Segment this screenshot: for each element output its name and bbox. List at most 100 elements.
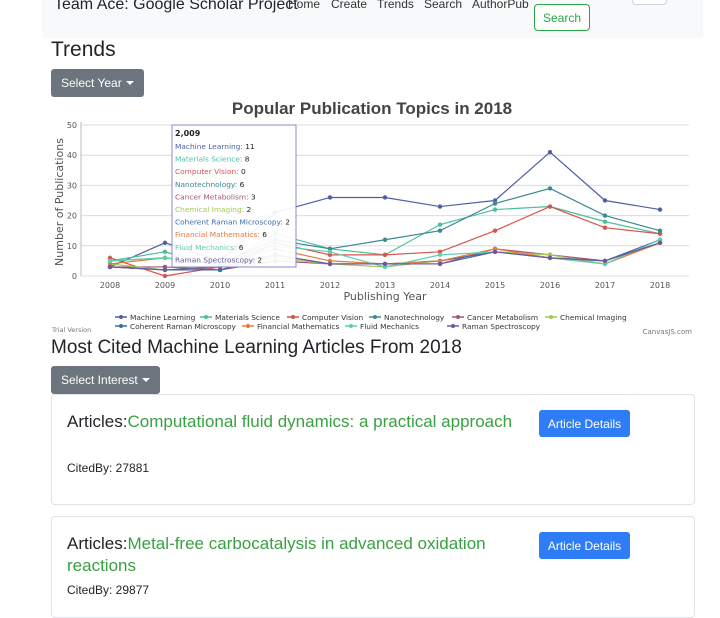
search-input[interactable] <box>632 0 667 5</box>
tooltip-row: Chemical Imaging: 2 <box>175 205 251 214</box>
brand-title[interactable]: Team Ace: Google Scholar Project <box>54 0 298 13</box>
tooltip-row: Cancer Metabolism: 3 <box>175 192 256 201</box>
data-point <box>602 258 608 264</box>
article-details-button[interactable]: Article Details <box>539 410 630 437</box>
data-point <box>602 213 608 218</box>
data-point <box>437 261 443 267</box>
data-point <box>657 237 663 242</box>
x-tick-label: 2009 <box>155 281 175 290</box>
x-tick-label: 2010 <box>210 281 230 290</box>
trends-chart: 2,009 Machine Learning: 11 Materials Scien… <box>51 94 694 340</box>
tooltip-row: Computer Vision: 0 <box>175 167 246 176</box>
data-point <box>162 249 168 255</box>
data-point <box>492 249 498 255</box>
legend-label: Nanotechnology <box>384 313 445 322</box>
x-tick-label: 2008 <box>100 281 120 290</box>
data-point <box>162 267 168 273</box>
x-tick-label: 2011 <box>265 281 285 290</box>
article-title: Articles:Metal-free carbocatalysis in ad… <box>67 533 527 577</box>
article-prefix: Articles: <box>67 534 128 553</box>
data-point <box>382 261 388 267</box>
tooltip-row: Financial Mathematics: 6 <box>175 230 267 239</box>
data-point <box>547 149 553 155</box>
x-tick-label: 2013 <box>375 281 395 290</box>
data-point <box>162 255 168 261</box>
x-tick-label: 2018 <box>650 281 670 290</box>
legend-label: Materials Science <box>215 313 280 322</box>
article-prefix: Articles: <box>67 412 128 431</box>
tooltip-row: Nanotechnology: 6 <box>175 180 245 189</box>
nav-link-authorpub[interactable]: AuthorPub <box>472 0 529 11</box>
article-link[interactable]: Computational fluid dynamics: a practica… <box>127 412 513 431</box>
article-link[interactable]: Metal-free carbocatalysis in advanced ox… <box>67 534 486 575</box>
data-point <box>492 246 498 252</box>
data-point <box>492 207 498 212</box>
select-year-dropdown[interactable]: Select Year <box>51 69 144 97</box>
data-point <box>437 222 443 227</box>
legend-marker <box>119 315 123 319</box>
data-point <box>657 231 663 236</box>
nav-link-trends[interactable]: Trends <box>377 0 414 11</box>
search-button[interactable]: Search <box>534 4 590 31</box>
data-point <box>162 240 168 245</box>
caret-down-icon <box>141 378 150 382</box>
y-tick-label: 50 <box>67 121 77 130</box>
navbar: Team Ace: Google Scholar Project Home Cr… <box>42 0 703 38</box>
legend-marker <box>349 324 353 328</box>
legend-label: Financial Mathematics <box>257 322 339 331</box>
data-point <box>107 255 113 261</box>
data-point <box>547 252 553 258</box>
data-point <box>382 237 388 242</box>
y-tick-label: 20 <box>67 212 77 221</box>
article-title: Articles:Computational fluid dynamics: a… <box>67 411 527 433</box>
data-point <box>327 258 333 264</box>
legend-label: Coherent Raman Microscopy <box>130 322 237 331</box>
tooltip-row: Machine Learning: 11 <box>175 142 255 151</box>
data-point <box>602 225 608 230</box>
data-point <box>492 201 498 206</box>
data-point <box>492 228 498 233</box>
data-point <box>437 258 443 264</box>
data-point <box>492 198 498 203</box>
data-point <box>162 264 168 270</box>
nav-link-search[interactable]: Search <box>424 0 463 11</box>
x-axis-label: Publishing Year <box>343 290 426 303</box>
article-card: Articles:Metal-free carbocatalysis in ad… <box>51 516 695 618</box>
legend-label: Computer Vision <box>302 313 363 322</box>
data-point <box>217 267 223 273</box>
legend-label: Chemical Imaging <box>560 313 627 322</box>
article-details-button[interactable]: Article Details <box>539 532 630 559</box>
chart-svg: 2,009 Machine Learning: 11 Materials Scien… <box>51 99 693 336</box>
cited-heading: Most Cited Machine Learning Articles Fro… <box>51 337 462 358</box>
data-point <box>437 249 443 255</box>
legend-label: Raman Spectroscopy <box>462 322 541 331</box>
legend-label: Machine Learning <box>130 313 196 322</box>
data-point <box>382 264 388 270</box>
legend-marker <box>451 324 455 328</box>
legend-marker <box>291 315 295 319</box>
data-point <box>657 240 663 245</box>
select-interest-dropdown[interactable]: Select Interest <box>51 366 160 394</box>
tooltip-header: 2,009 <box>175 129 201 138</box>
data-point <box>162 273 168 279</box>
data-point <box>107 258 113 264</box>
canvasjs-watermark: CanvasJS.com <box>643 328 693 336</box>
nav-link-create[interactable]: Create <box>331 0 368 11</box>
data-point <box>547 255 553 261</box>
legend-marker <box>456 315 460 319</box>
legend-marker <box>549 315 553 319</box>
data-point <box>602 198 608 203</box>
x-tick-label: 2016 <box>540 281 560 290</box>
data-point <box>382 195 388 200</box>
data-point <box>547 186 553 191</box>
nav-link-home[interactable]: Home <box>288 0 321 11</box>
data-point <box>657 228 663 233</box>
data-point <box>382 252 388 258</box>
data-point <box>327 249 333 255</box>
chart-tooltip <box>171 124 297 268</box>
trends-heading: Trends <box>51 38 116 61</box>
y-tick-label: 0 <box>72 272 77 281</box>
data-point <box>602 261 608 267</box>
legend-label: Fluid Mechanics <box>360 322 419 331</box>
x-tick-label: 2015 <box>485 281 505 290</box>
